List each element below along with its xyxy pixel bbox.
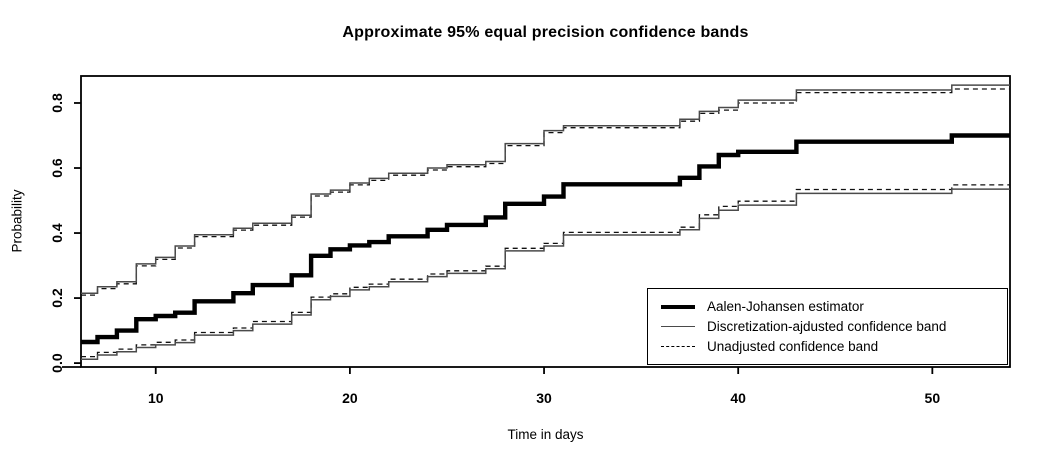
thick-solid-line-sample bbox=[661, 304, 695, 309]
legend-label: Aalen-Johansen estimator bbox=[707, 299, 864, 314]
series-upper-adjusted bbox=[81, 84, 1010, 294]
legend-label: Discretization-ajdusted confidence band bbox=[707, 319, 947, 334]
x-tick-label: 50 bbox=[925, 390, 941, 406]
legend-item-unadjusted-band: Unadjusted confidence band bbox=[661, 338, 1007, 355]
chart-title: Approximate 95% equal precision confiden… bbox=[342, 24, 749, 41]
x-tick-label: 40 bbox=[730, 390, 746, 406]
x-tick-label: 20 bbox=[342, 390, 358, 406]
legend: Aalen-Johansen estimator Discretization-… bbox=[647, 288, 1008, 365]
x-tick-label: 10 bbox=[148, 390, 164, 406]
y-tick-label: 0.4 bbox=[49, 223, 65, 243]
plot-border bbox=[80, 75, 1011, 368]
y-tick-label: 0.8 bbox=[49, 93, 65, 113]
series-lower-unadjusted bbox=[81, 184, 1010, 358]
x-tick-label: 30 bbox=[536, 390, 552, 406]
legend-label: Unadjusted confidence band bbox=[707, 339, 879, 354]
legend-item-adjusted-band: Discretization-ajdusted confidence band bbox=[661, 318, 1007, 335]
thin-solid-line-sample bbox=[661, 326, 695, 327]
y-tick-label: 0.6 bbox=[49, 158, 65, 178]
series-upper-unadjusted bbox=[81, 88, 1010, 296]
y-axis-label: Probability bbox=[9, 189, 25, 253]
series-estimator bbox=[81, 133, 1010, 345]
y-tick-label: 0.2 bbox=[49, 288, 65, 308]
x-axis-label: Time in days bbox=[507, 427, 584, 442]
y-tick-label: 0.0 bbox=[49, 353, 65, 373]
dashed-line-sample bbox=[661, 346, 695, 347]
series-lower-adjusted bbox=[81, 188, 1010, 360]
legend-item-estimator: Aalen-Johansen estimator bbox=[661, 298, 1007, 315]
